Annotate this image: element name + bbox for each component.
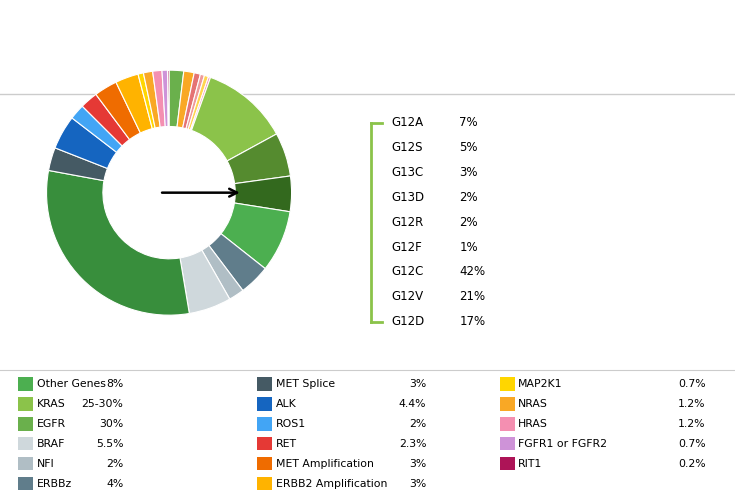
Text: G12F: G12F xyxy=(391,241,422,253)
Text: EGFR: EGFR xyxy=(37,419,66,429)
Wedge shape xyxy=(46,170,190,315)
Text: RET: RET xyxy=(276,439,297,449)
FancyBboxPatch shape xyxy=(257,457,272,470)
Text: G12D: G12D xyxy=(391,315,424,329)
Text: 7%: 7% xyxy=(459,116,478,129)
Wedge shape xyxy=(180,250,230,314)
Text: 1%: 1% xyxy=(459,241,478,253)
FancyBboxPatch shape xyxy=(500,437,514,451)
Wedge shape xyxy=(138,73,155,128)
Text: G12C: G12C xyxy=(391,265,423,279)
Text: 2.3%: 2.3% xyxy=(399,439,426,449)
Text: in Non-Small Cell Lung Cancer: in Non-Small Cell Lung Cancer xyxy=(215,53,520,71)
FancyBboxPatch shape xyxy=(257,377,272,391)
Text: 17%: 17% xyxy=(459,315,486,329)
Text: 3%: 3% xyxy=(459,166,478,179)
FancyBboxPatch shape xyxy=(500,397,514,411)
Text: 0.7%: 0.7% xyxy=(678,439,706,449)
Text: 0.2%: 0.2% xyxy=(678,459,706,469)
Text: 0.7%: 0.7% xyxy=(678,379,706,389)
Text: ERBB2 Amplification: ERBB2 Amplification xyxy=(276,479,387,489)
Text: G13C: G13C xyxy=(391,166,423,179)
Wedge shape xyxy=(188,76,209,130)
FancyBboxPatch shape xyxy=(18,477,33,490)
Text: G12R: G12R xyxy=(391,216,423,229)
Text: KRAS: KRAS xyxy=(37,399,65,409)
Text: 3%: 3% xyxy=(409,479,426,489)
Text: 2%: 2% xyxy=(409,419,426,429)
Wedge shape xyxy=(55,118,117,168)
Text: Distribution and frequency of KRAS mutations: Distribution and frequency of KRAS mutat… xyxy=(133,16,602,34)
FancyBboxPatch shape xyxy=(18,457,33,470)
FancyBboxPatch shape xyxy=(18,397,33,411)
Text: 3%: 3% xyxy=(409,379,426,389)
FancyBboxPatch shape xyxy=(18,437,33,451)
Text: 5%: 5% xyxy=(459,141,478,154)
Wedge shape xyxy=(143,71,160,128)
Wedge shape xyxy=(227,134,290,184)
FancyBboxPatch shape xyxy=(257,477,272,490)
Text: 8%: 8% xyxy=(107,379,123,389)
Text: ERBBz: ERBBz xyxy=(37,479,72,489)
Text: NRAS: NRAS xyxy=(518,399,548,409)
Text: 25-30%: 25-30% xyxy=(82,399,123,409)
Wedge shape xyxy=(162,70,168,126)
Text: 1.2%: 1.2% xyxy=(678,419,706,429)
Text: 4.4%: 4.4% xyxy=(399,399,426,409)
Wedge shape xyxy=(72,106,122,152)
Wedge shape xyxy=(183,73,201,129)
Wedge shape xyxy=(209,234,265,290)
Wedge shape xyxy=(202,246,243,299)
Text: MAP2K1: MAP2K1 xyxy=(518,379,563,389)
Text: NFI: NFI xyxy=(37,459,54,469)
FancyBboxPatch shape xyxy=(500,417,514,430)
Wedge shape xyxy=(168,70,169,126)
Text: 2%: 2% xyxy=(459,191,478,204)
Wedge shape xyxy=(96,82,140,140)
FancyBboxPatch shape xyxy=(500,377,514,391)
Wedge shape xyxy=(190,77,210,130)
Text: 3%: 3% xyxy=(409,459,426,469)
FancyBboxPatch shape xyxy=(18,417,33,430)
FancyBboxPatch shape xyxy=(257,417,272,430)
Text: ALK: ALK xyxy=(276,399,296,409)
Wedge shape xyxy=(177,71,194,128)
Wedge shape xyxy=(191,78,276,161)
Wedge shape xyxy=(169,70,184,127)
FancyBboxPatch shape xyxy=(257,437,272,451)
Text: G12S: G12S xyxy=(391,141,423,154)
Text: ROS1: ROS1 xyxy=(276,419,306,429)
Text: G12A: G12A xyxy=(391,116,423,129)
Text: 30%: 30% xyxy=(99,419,123,429)
Wedge shape xyxy=(49,148,107,181)
FancyBboxPatch shape xyxy=(257,397,272,411)
Text: MET Amplification: MET Amplification xyxy=(276,459,373,469)
Text: G13D: G13D xyxy=(391,191,424,204)
Text: MET Splice: MET Splice xyxy=(276,379,334,389)
Text: 2%: 2% xyxy=(459,216,478,229)
Text: RIT1: RIT1 xyxy=(518,459,542,469)
FancyBboxPatch shape xyxy=(18,377,33,391)
Text: BRAF: BRAF xyxy=(37,439,65,449)
Wedge shape xyxy=(234,176,292,212)
Wedge shape xyxy=(82,94,129,146)
Text: 5.5%: 5.5% xyxy=(96,439,123,449)
Text: Other Genes: Other Genes xyxy=(37,379,106,389)
Text: FGFR1 or FGFR2: FGFR1 or FGFR2 xyxy=(518,439,607,449)
Text: 21%: 21% xyxy=(459,290,486,303)
Text: 2%: 2% xyxy=(107,459,123,469)
Text: G12V: G12V xyxy=(391,290,423,303)
Text: HRAS: HRAS xyxy=(518,419,548,429)
Wedge shape xyxy=(221,203,290,269)
Text: 4%: 4% xyxy=(107,479,123,489)
Text: 42%: 42% xyxy=(459,265,486,279)
Wedge shape xyxy=(186,74,204,129)
Wedge shape xyxy=(116,74,152,133)
FancyBboxPatch shape xyxy=(500,457,514,470)
Text: 1.2%: 1.2% xyxy=(678,399,706,409)
Wedge shape xyxy=(153,70,165,127)
